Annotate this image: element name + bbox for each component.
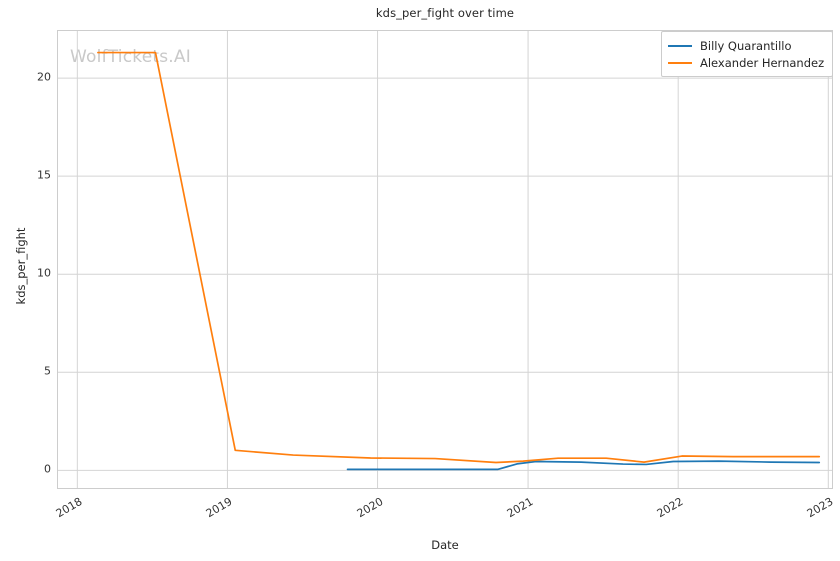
chart-legend: Billy Quarantillo Alexander Hernandez (661, 31, 834, 77)
y-axis-ticks: 0 5 10 15 20 (0, 0, 51, 561)
y-axis-label: kds_per_fight (14, 227, 28, 305)
y-tick-label: 15 (37, 168, 51, 182)
y-tick-label: 0 (44, 462, 51, 476)
legend-label: Alexander Hernandez (700, 55, 825, 70)
x-tick-label: 2019 (204, 495, 235, 521)
legend-label: Billy Quarantillo (700, 38, 792, 53)
chart-canvas (58, 31, 832, 488)
x-tick-label: 2018 (54, 495, 85, 521)
x-axis-label: Date (431, 538, 459, 552)
x-tick-label: 2020 (354, 495, 386, 521)
x-tick-label: 2021 (504, 495, 536, 521)
series-line (97, 51, 821, 464)
series-line (346, 460, 821, 471)
legend-item: Alexander Hernandez (668, 54, 824, 71)
y-tick-label: 5 (44, 364, 51, 378)
y-tick-label: 20 (37, 70, 51, 84)
x-tick-label: 2022 (654, 495, 686, 521)
legend-item: Billy Quarantillo (668, 37, 824, 54)
x-tick-label: 2023 (805, 495, 836, 521)
legend-color-swatch (668, 61, 692, 64)
chart-title: kds_per_fight over time (375, 6, 515, 20)
y-tick-label: 10 (37, 266, 51, 280)
plot-area: WolfTickets.AI (57, 30, 833, 489)
legend-color-swatch (668, 44, 692, 47)
